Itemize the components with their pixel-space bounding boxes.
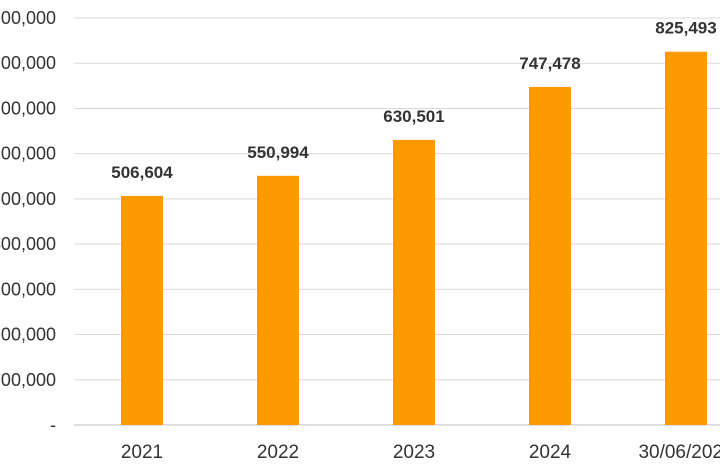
y-tick-label: 300,000 [0,279,56,299]
y-tick-label: 200,000 [0,325,56,345]
y-tick-label: 500,000 [0,189,56,209]
bar [529,86,571,425]
bar [665,51,707,425]
y-tick-label: 700,000 [0,98,56,118]
data-label: 506,604 [111,163,173,182]
x-axis-ticks: 2021 2022 2023 2024 30/06/2025 [121,442,720,463]
x-tick-label: 2022 [257,442,299,463]
bar [121,195,163,425]
data-label: 630,501 [383,107,444,126]
data-labels: 506,604 550,994 630,501 747,478 825,493 [111,19,716,182]
y-tick-label: 400,000 [0,234,56,254]
data-label: 825,493 [655,19,716,38]
y-axis-ticks: - 100,000 200,000 300,000 400,000 500,000 600,… [0,8,56,435]
bar [393,139,435,425]
bars [121,51,707,425]
x-tick-label: 2021 [121,442,163,463]
data-label: 747,478 [519,54,580,73]
x-tick-label: 2023 [393,442,435,463]
y-tick-label: 600,000 [0,144,56,164]
y-tick-label: - [50,415,56,435]
x-tick-label: 30/06/2025 [638,442,720,463]
y-tick-label: 800,000 [0,53,56,73]
bar [257,175,299,425]
y-tick-label: 100,000 [0,370,56,390]
y-tick-label: 900,000 [0,8,56,28]
data-label: 550,994 [247,143,309,162]
x-tick-label: 2024 [529,442,572,463]
